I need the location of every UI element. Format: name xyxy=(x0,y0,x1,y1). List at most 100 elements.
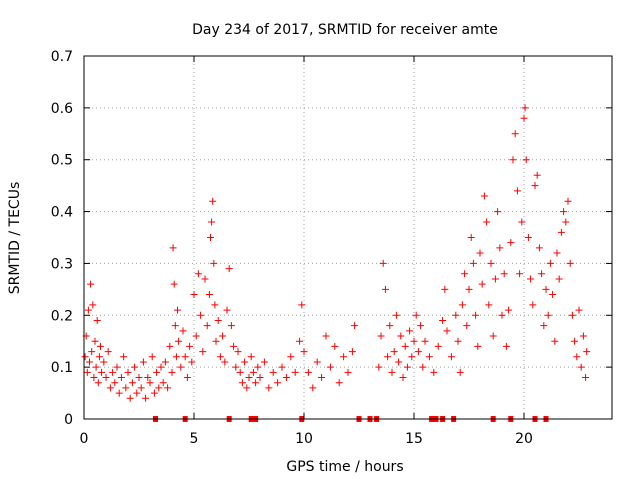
data-point xyxy=(480,192,488,200)
data-point xyxy=(245,374,253,382)
data-point xyxy=(155,384,163,392)
data-point xyxy=(208,218,216,226)
data-point xyxy=(494,208,502,216)
y-tick-label: 0.6 xyxy=(51,101,73,117)
data-point xyxy=(533,171,541,179)
data-point xyxy=(395,358,403,366)
data-point xyxy=(205,291,213,299)
data-point xyxy=(392,311,400,319)
data-point xyxy=(177,363,185,371)
y-axis-label: SRMTID / TECUs xyxy=(7,182,23,295)
data-point xyxy=(201,275,209,283)
data-point xyxy=(458,301,466,309)
data-point xyxy=(425,353,433,361)
data-point xyxy=(249,368,257,376)
data-point xyxy=(171,322,179,330)
data-point xyxy=(463,322,471,330)
data-point xyxy=(447,353,455,361)
data-point xyxy=(111,379,119,387)
x-axis-ticks: 0 5 10 15 20 xyxy=(80,56,533,447)
data-point xyxy=(89,301,97,309)
data-point xyxy=(538,270,546,278)
data-point xyxy=(410,337,418,345)
data-point xyxy=(344,368,352,376)
data-point xyxy=(557,228,565,236)
data-point xyxy=(128,379,136,387)
data-point xyxy=(403,363,411,371)
data-point xyxy=(406,327,414,335)
x-tick-label: 10 xyxy=(295,431,313,447)
data-point xyxy=(169,244,177,252)
data-point xyxy=(174,306,181,314)
data-point xyxy=(161,358,169,366)
data-point xyxy=(331,342,339,350)
data-point xyxy=(524,234,532,241)
data-point xyxy=(95,353,103,361)
x-tick-label: 15 xyxy=(405,431,423,447)
data-point xyxy=(241,358,249,366)
y-tick-label: 0.2 xyxy=(51,308,73,324)
data-point xyxy=(278,363,286,371)
y-tick-label: 0 xyxy=(64,412,73,428)
data-point xyxy=(434,342,442,350)
data-point xyxy=(531,182,539,190)
data-point xyxy=(397,332,405,340)
data-point xyxy=(133,389,141,397)
data-point xyxy=(568,311,576,319)
data-point xyxy=(216,353,224,361)
data-point xyxy=(377,332,385,340)
data-point xyxy=(166,342,174,350)
data-point xyxy=(520,114,528,122)
data-point xyxy=(221,358,229,366)
x-tick-label: 20 xyxy=(515,431,533,447)
data-point xyxy=(544,311,552,319)
data-point xyxy=(98,368,106,376)
data-point xyxy=(298,301,306,309)
data-point xyxy=(179,327,187,335)
y-tick-label: 0.4 xyxy=(51,205,73,221)
data-point xyxy=(521,104,529,112)
data-point xyxy=(207,234,214,241)
data-point xyxy=(555,275,563,283)
data-point xyxy=(573,353,581,361)
x-tick-label: 5 xyxy=(190,431,199,447)
data-point xyxy=(109,368,117,376)
y-tick-label: 0.7 xyxy=(51,49,73,65)
data-point xyxy=(469,259,477,267)
x-tick-label: 0 xyxy=(80,431,89,447)
data-point xyxy=(137,384,145,392)
data-point xyxy=(254,363,262,371)
data-point xyxy=(97,342,104,350)
data-point xyxy=(553,249,561,257)
data-point xyxy=(234,348,242,356)
data-point xyxy=(199,348,207,356)
grid xyxy=(84,56,612,419)
data-point xyxy=(386,322,394,330)
data-point xyxy=(313,358,321,366)
data-point xyxy=(197,311,205,319)
data-point xyxy=(181,353,189,361)
data-point xyxy=(188,358,196,366)
data-point xyxy=(81,353,89,361)
data-point xyxy=(318,374,326,382)
data-point xyxy=(211,301,219,309)
data-point xyxy=(227,322,235,330)
data-point xyxy=(238,379,246,387)
data-point xyxy=(309,384,317,392)
data-point xyxy=(399,374,407,382)
data-point xyxy=(351,322,359,330)
data-point xyxy=(91,337,99,345)
data-point xyxy=(122,384,130,392)
data-point xyxy=(139,358,147,366)
data-point xyxy=(485,301,493,309)
data-point xyxy=(93,316,101,324)
data-point xyxy=(131,363,139,371)
data-point xyxy=(401,342,409,350)
data-point xyxy=(496,244,504,252)
data-point xyxy=(522,156,530,164)
data-points xyxy=(81,104,591,402)
data-point xyxy=(467,234,475,241)
data-point xyxy=(454,337,462,345)
data-point xyxy=(124,368,132,376)
